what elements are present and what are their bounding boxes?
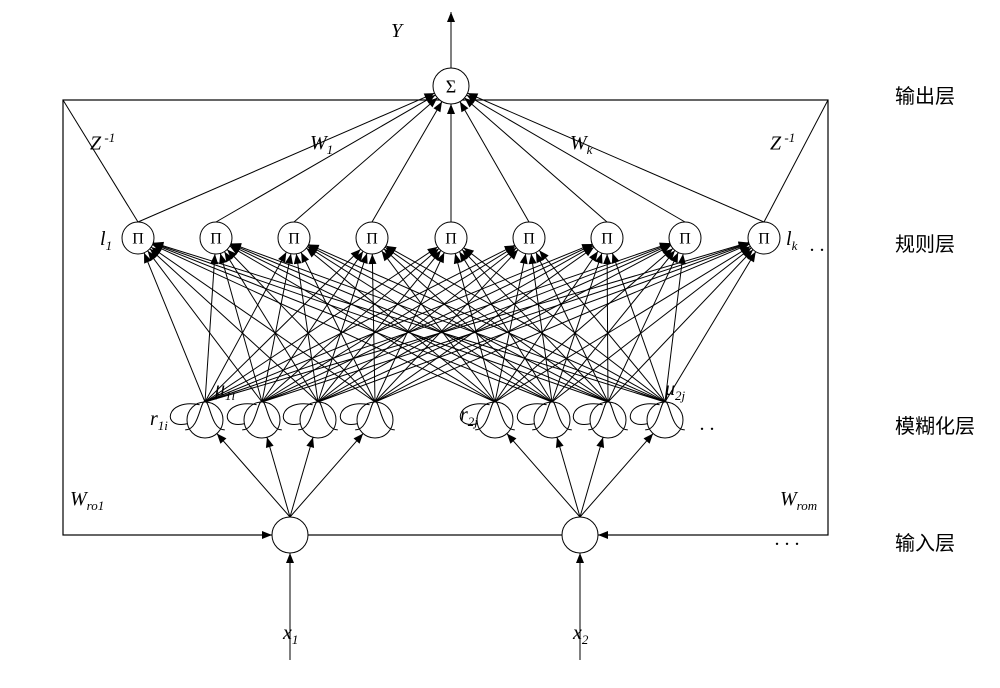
layer-label-3: 输入层 — [895, 527, 955, 556]
fuzzy-dots: . . — [700, 413, 715, 436]
rule-dots: . . — [810, 234, 825, 257]
Z2: Z -1 — [770, 130, 795, 156]
svg-text:Π: Π — [679, 231, 691, 248]
output-Y: Y — [391, 20, 402, 43]
mu2: μ2j — [665, 378, 685, 404]
layer-label-1: 规则层 — [895, 228, 955, 257]
svg-text:Σ: Σ — [446, 76, 456, 96]
mu1: μ1i — [215, 378, 235, 404]
svg-text:Π: Π — [132, 231, 144, 248]
svg-text:Π: Π — [366, 231, 378, 248]
r1: r1i — [150, 408, 168, 434]
l1: l1 — [100, 228, 112, 254]
Wk: Wk — [570, 132, 592, 158]
lk: lk — [786, 228, 797, 254]
svg-text:Π: Π — [210, 231, 222, 248]
Wrom: Wrom — [780, 488, 817, 514]
x2: x2 — [573, 622, 588, 648]
svg-text:Π: Π — [445, 231, 457, 248]
svg-text:Π: Π — [288, 231, 300, 248]
layer-label-0: 输出层 — [895, 80, 955, 109]
r2: r2j — [460, 404, 478, 430]
svg-text:Π: Π — [601, 231, 613, 248]
x1: x1 — [283, 622, 298, 648]
Wro1: Wro1 — [70, 488, 104, 514]
svg-text:Π: Π — [523, 231, 535, 248]
Z1: Z -1 — [90, 130, 115, 156]
layer-label-2: 模糊化层 — [895, 410, 975, 439]
svg-text:Π: Π — [758, 231, 770, 248]
input-dots: . . . — [775, 528, 800, 551]
W1: W1 — [310, 132, 333, 158]
